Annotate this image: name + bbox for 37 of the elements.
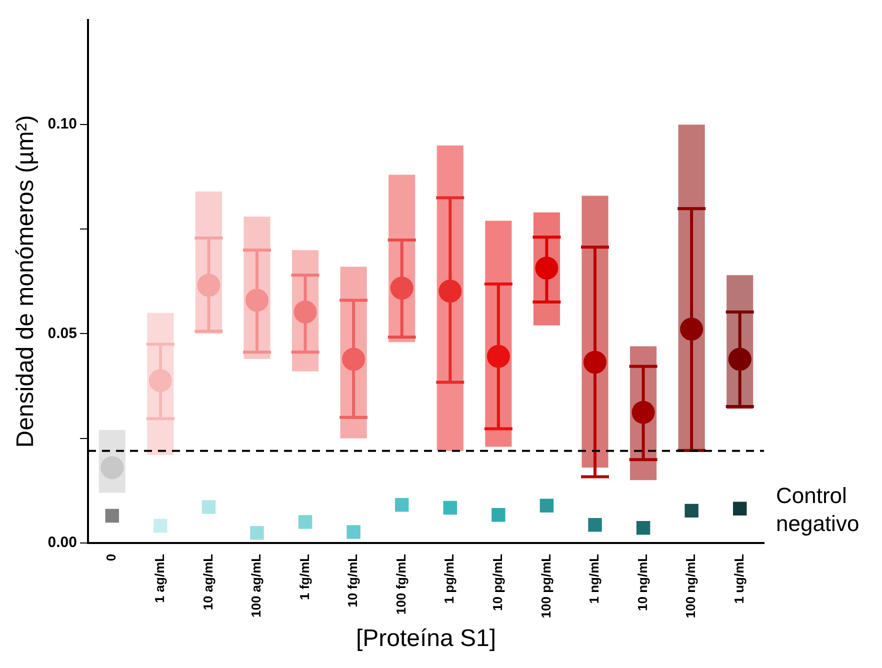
x-tick-label: 10 ng/mL [634, 554, 650, 611]
x-tick-label: 100 ag/mL [248, 554, 264, 618]
point [636, 520, 650, 535]
point [154, 518, 168, 533]
point [588, 518, 602, 532]
x-tick-label: 1 ug/mL [731, 554, 746, 604]
x-tick-label: 100 fg/mL [393, 554, 408, 615]
y-tick-label: 0.00 [48, 534, 77, 552]
x-axis-title: [Proteína S1] [356, 625, 496, 652]
bar [436, 145, 464, 451]
x-tick-label: 10 fg/mL [345, 554, 360, 608]
bar [582, 196, 608, 468]
point [202, 500, 216, 514]
x-tick-label: 1 ng/mL [586, 554, 602, 604]
text: Control negativo [776, 482, 860, 536]
point [732, 502, 747, 516]
x-tick-label: 10 ag/mL [200, 554, 216, 610]
x-tick-label: 10 pg/mL [490, 554, 506, 611]
point [298, 515, 312, 529]
point [684, 504, 698, 518]
x-tick-label: 100 ng/mL [683, 554, 698, 618]
point [394, 498, 409, 512]
x-tick-label: 1 ag/mL [152, 554, 167, 604]
point [250, 526, 264, 540]
point [443, 500, 458, 515]
y-axis-title: Densidad de monómeros (µm²) [12, 115, 40, 448]
point [105, 508, 119, 523]
point [540, 498, 554, 513]
x-tick-label: 0 [104, 554, 119, 562]
y-tick-label: 0.10 [48, 116, 77, 133]
point [346, 525, 360, 539]
bar [678, 124, 705, 451]
point [492, 508, 506, 522]
x-tick-label: 1 pg/mL [442, 554, 457, 604]
x-tick-label: 1 fg/mL [296, 554, 312, 600]
x-tick-label: 100 pg/mL [538, 554, 554, 618]
y-tick-label: 0.05 [48, 324, 77, 342]
